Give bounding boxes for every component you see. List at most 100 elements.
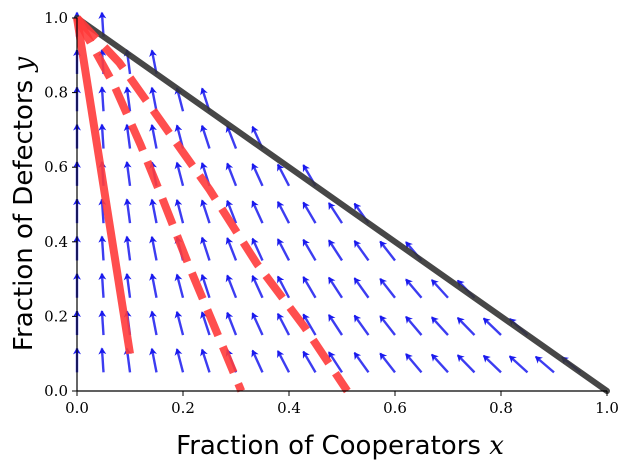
field-arrow (149, 273, 158, 298)
field-arrow (276, 275, 291, 299)
x-tick-label: 0.6 (383, 399, 407, 417)
field-arrow (123, 235, 132, 261)
field-arrow (200, 124, 211, 149)
x-tick-label: 0.2 (171, 399, 195, 417)
field-arrow (353, 352, 370, 374)
field-arrow (251, 349, 264, 373)
field-arrow (405, 315, 423, 336)
tick-labels: 0.0 0.2 0.4 0.6 0.8 1.0 0.0 0.2 0.4 0.6 0.8 1.0 (44, 9, 619, 417)
field-arrow (276, 200, 291, 224)
field-arrow (251, 274, 264, 299)
field-arrow (302, 238, 317, 262)
y-tick-label: 0.6 (44, 158, 68, 176)
y-tick-label: 0.8 (44, 84, 68, 102)
field-arrow (225, 125, 238, 149)
field-arrow (200, 311, 211, 336)
y-tick-label: 1.0 (44, 9, 68, 27)
field-arrow (353, 277, 370, 299)
field-arrow (302, 276, 317, 299)
field-arrow (149, 310, 158, 336)
field-arrow (98, 86, 107, 112)
field-arrow (225, 199, 238, 224)
field-arrow (200, 236, 211, 261)
trajectory-dashed-3 (74, 15, 351, 394)
field-arrow (456, 317, 476, 336)
simplex-boundary (74, 15, 610, 394)
field-arrow (225, 162, 238, 187)
y-tick-label: 0.0 (44, 382, 68, 400)
field-arrow (327, 239, 344, 262)
field-arrow (327, 202, 344, 224)
field-arrow (174, 273, 185, 299)
field-arrow (174, 310, 185, 336)
field-arrow (534, 355, 555, 374)
field-arrow (225, 274, 238, 299)
field-arrow (123, 272, 132, 298)
field-arrow (302, 201, 317, 224)
field-arrow (149, 198, 158, 224)
y-tick-label: 0.2 (44, 307, 68, 325)
field-arrow (251, 200, 264, 224)
field-arrow (456, 354, 476, 374)
field-arrow (251, 312, 264, 336)
field-arrow (430, 353, 449, 374)
field-arrow (405, 278, 423, 299)
field-arrow (482, 354, 502, 374)
trajectories (73, 15, 351, 394)
field-arrow (200, 273, 211, 299)
field-arrow (149, 124, 158, 149)
field-arrow (405, 353, 423, 374)
field-arrow (327, 314, 344, 336)
field-arrow (149, 86, 158, 112)
field-arrow (98, 310, 107, 336)
field-arrow (508, 355, 529, 374)
x-tick-label: 0.8 (489, 399, 513, 417)
axes (76, 18, 607, 392)
field-arrow (379, 315, 396, 336)
field-arrow (174, 198, 185, 224)
field-arrow (379, 240, 396, 262)
field-arrow (276, 163, 291, 187)
boundary-line (74, 15, 610, 394)
field-arrow (98, 123, 107, 149)
field-arrow (225, 311, 238, 336)
y-tick-label: 0.4 (44, 233, 68, 251)
field-arrow (302, 350, 317, 373)
y-axis-title: Fraction of Defectors y (9, 57, 39, 351)
field-arrow (200, 199, 211, 224)
field-arrow (379, 278, 396, 299)
field-arrow (327, 351, 344, 374)
field-arrow (276, 238, 291, 262)
field-arrow (174, 161, 185, 187)
field-arrow (174, 348, 185, 373)
field-arrow (353, 240, 370, 262)
field-arrow (276, 350, 291, 373)
field-arrow (98, 235, 107, 261)
x-tick-label: 0.4 (277, 399, 301, 417)
trajectory-dashed-2 (73, 16, 245, 393)
field-arrow (98, 11, 107, 37)
field-arrow (225, 237, 238, 261)
field-arrow (123, 123, 132, 149)
field-arrow (98, 272, 107, 298)
field-arrow (123, 198, 132, 224)
field-arrow (482, 317, 502, 336)
x-axis-title: Fraction of Cooperators x (176, 431, 504, 461)
field-arrow (98, 347, 107, 373)
field-arrow (251, 237, 264, 261)
x-tick-label: 0.0 (65, 399, 89, 417)
field-arrow (149, 235, 158, 261)
field-arrow (327, 276, 344, 299)
field-arrow (379, 352, 396, 374)
trajectory-solid-1 (73, 17, 134, 355)
field-arrow (123, 161, 132, 187)
field-arrow (200, 348, 211, 373)
field-arrow (430, 316, 449, 336)
field-arrow (353, 314, 370, 336)
x-tick-label: 1.0 (595, 399, 619, 417)
field-arrow (302, 313, 317, 336)
field-arrow (276, 312, 291, 336)
field-arrow (123, 86, 132, 112)
field-arrow (430, 279, 449, 299)
